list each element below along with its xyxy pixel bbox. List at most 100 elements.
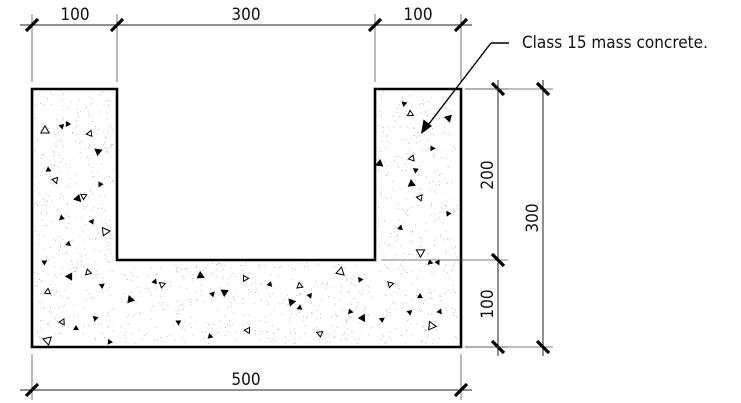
stipple-dot [241,282,243,284]
stipple-dot [431,155,433,157]
stipple-dot [49,307,51,308]
stipple-dot [456,316,457,318]
dimension-right-upper: 200 [478,160,498,189]
stipple-dot [136,286,138,288]
stipple-dot [402,275,404,277]
stipple-dot [235,338,236,340]
stipple-dot [395,240,397,242]
stipple-dot [338,299,340,301]
stipple-dot [50,246,52,248]
stipple-dot [46,211,48,213]
stipple-dot [302,319,304,321]
stipple-dot [101,333,103,335]
stipple-dot [40,280,42,282]
stipple-dot [54,164,55,166]
stipple-dot [186,287,188,289]
stipple-dot [61,272,63,274]
stipple-dot [342,309,344,311]
stipple-dot [333,336,335,338]
stipple-dot [398,166,400,168]
stipple-dot [260,283,262,285]
stipple-dot [83,239,85,241]
stipple-dot [308,343,310,345]
stipple-dot [81,255,83,257]
aggregate-triangle [357,313,366,323]
stipple-dot [216,309,218,311]
stipple-dot [346,279,348,281]
stipple-dot [71,239,73,241]
stipple-dot [438,181,440,183]
stipple-dot [443,270,445,272]
stipple-dot [210,299,212,300]
aggregate-triangle [88,218,94,225]
stipple-dot [380,140,382,142]
stipple-dot [413,128,415,130]
stipple-dot [389,244,391,246]
stipple-dot [40,174,42,176]
stipple-dot [89,190,91,192]
stipple-dot [342,334,344,336]
stipple-dot [327,283,328,285]
aggregate-triangle [58,123,65,130]
stipple-dot [209,287,211,289]
stipple-dot [384,279,386,281]
stipple-dot [67,228,68,230]
stipple-dot [354,285,356,287]
stipple-dot [405,199,407,201]
stipple-dot [433,112,435,114]
stipple-dot [98,129,100,131]
stipple-dot [282,313,284,315]
stipple-dot [212,262,213,264]
stipple-dot [111,180,113,182]
stipple-dot [424,112,426,114]
stipple-dot [38,192,40,194]
stipple-dot [397,162,399,164]
stipple-dot [406,226,408,228]
stipple-dot [265,280,267,282]
stipple-dot [41,212,43,214]
stipple-dot [367,286,369,288]
stipple-dot [340,339,342,341]
stipple-dot [306,262,308,264]
stipple-dot [242,324,244,326]
stipple-dot [405,114,407,116]
stipple-dot [108,104,109,106]
stipple-dot [417,256,419,258]
stipple-dot [107,326,109,328]
stipple-dot [75,174,77,176]
aggregate-triangle [378,317,385,323]
stipple-dot [191,278,193,279]
stipple-dot [386,165,388,167]
stipple-dot [386,135,388,136]
aggregate-triangle [436,308,442,315]
stipple-dot [145,287,147,289]
stipple-dot [59,162,61,164]
stipple-dot [57,321,59,323]
stipple-dot [105,100,107,102]
aggregate-triangle [397,224,403,231]
stipple-dot [201,331,203,333]
stipple-dot [406,272,408,274]
stipple-dot [403,269,405,270]
stipple-dot [61,130,63,132]
stipple-dot [307,266,309,268]
stipple-dot [293,343,294,345]
aggregate-triangle [387,281,395,289]
stipple-dot [247,322,249,324]
stipple-dot [227,307,229,309]
stipple-dot [420,112,422,114]
aggregate-triangle [406,310,413,316]
stipple-dot [177,313,179,315]
stipple-dot [66,251,68,253]
stipple-dot [267,337,269,339]
stipple-dot [47,195,49,197]
stipple-dot [419,310,421,312]
stipple-dot [56,119,58,121]
stipple-dot [60,140,62,142]
stipple-dot [92,121,94,123]
stipple-dot [439,175,441,177]
stipple-dot [222,278,224,280]
aggregate-triangle [196,270,205,279]
stipple-dot [383,255,385,257]
leader-line [424,42,492,130]
